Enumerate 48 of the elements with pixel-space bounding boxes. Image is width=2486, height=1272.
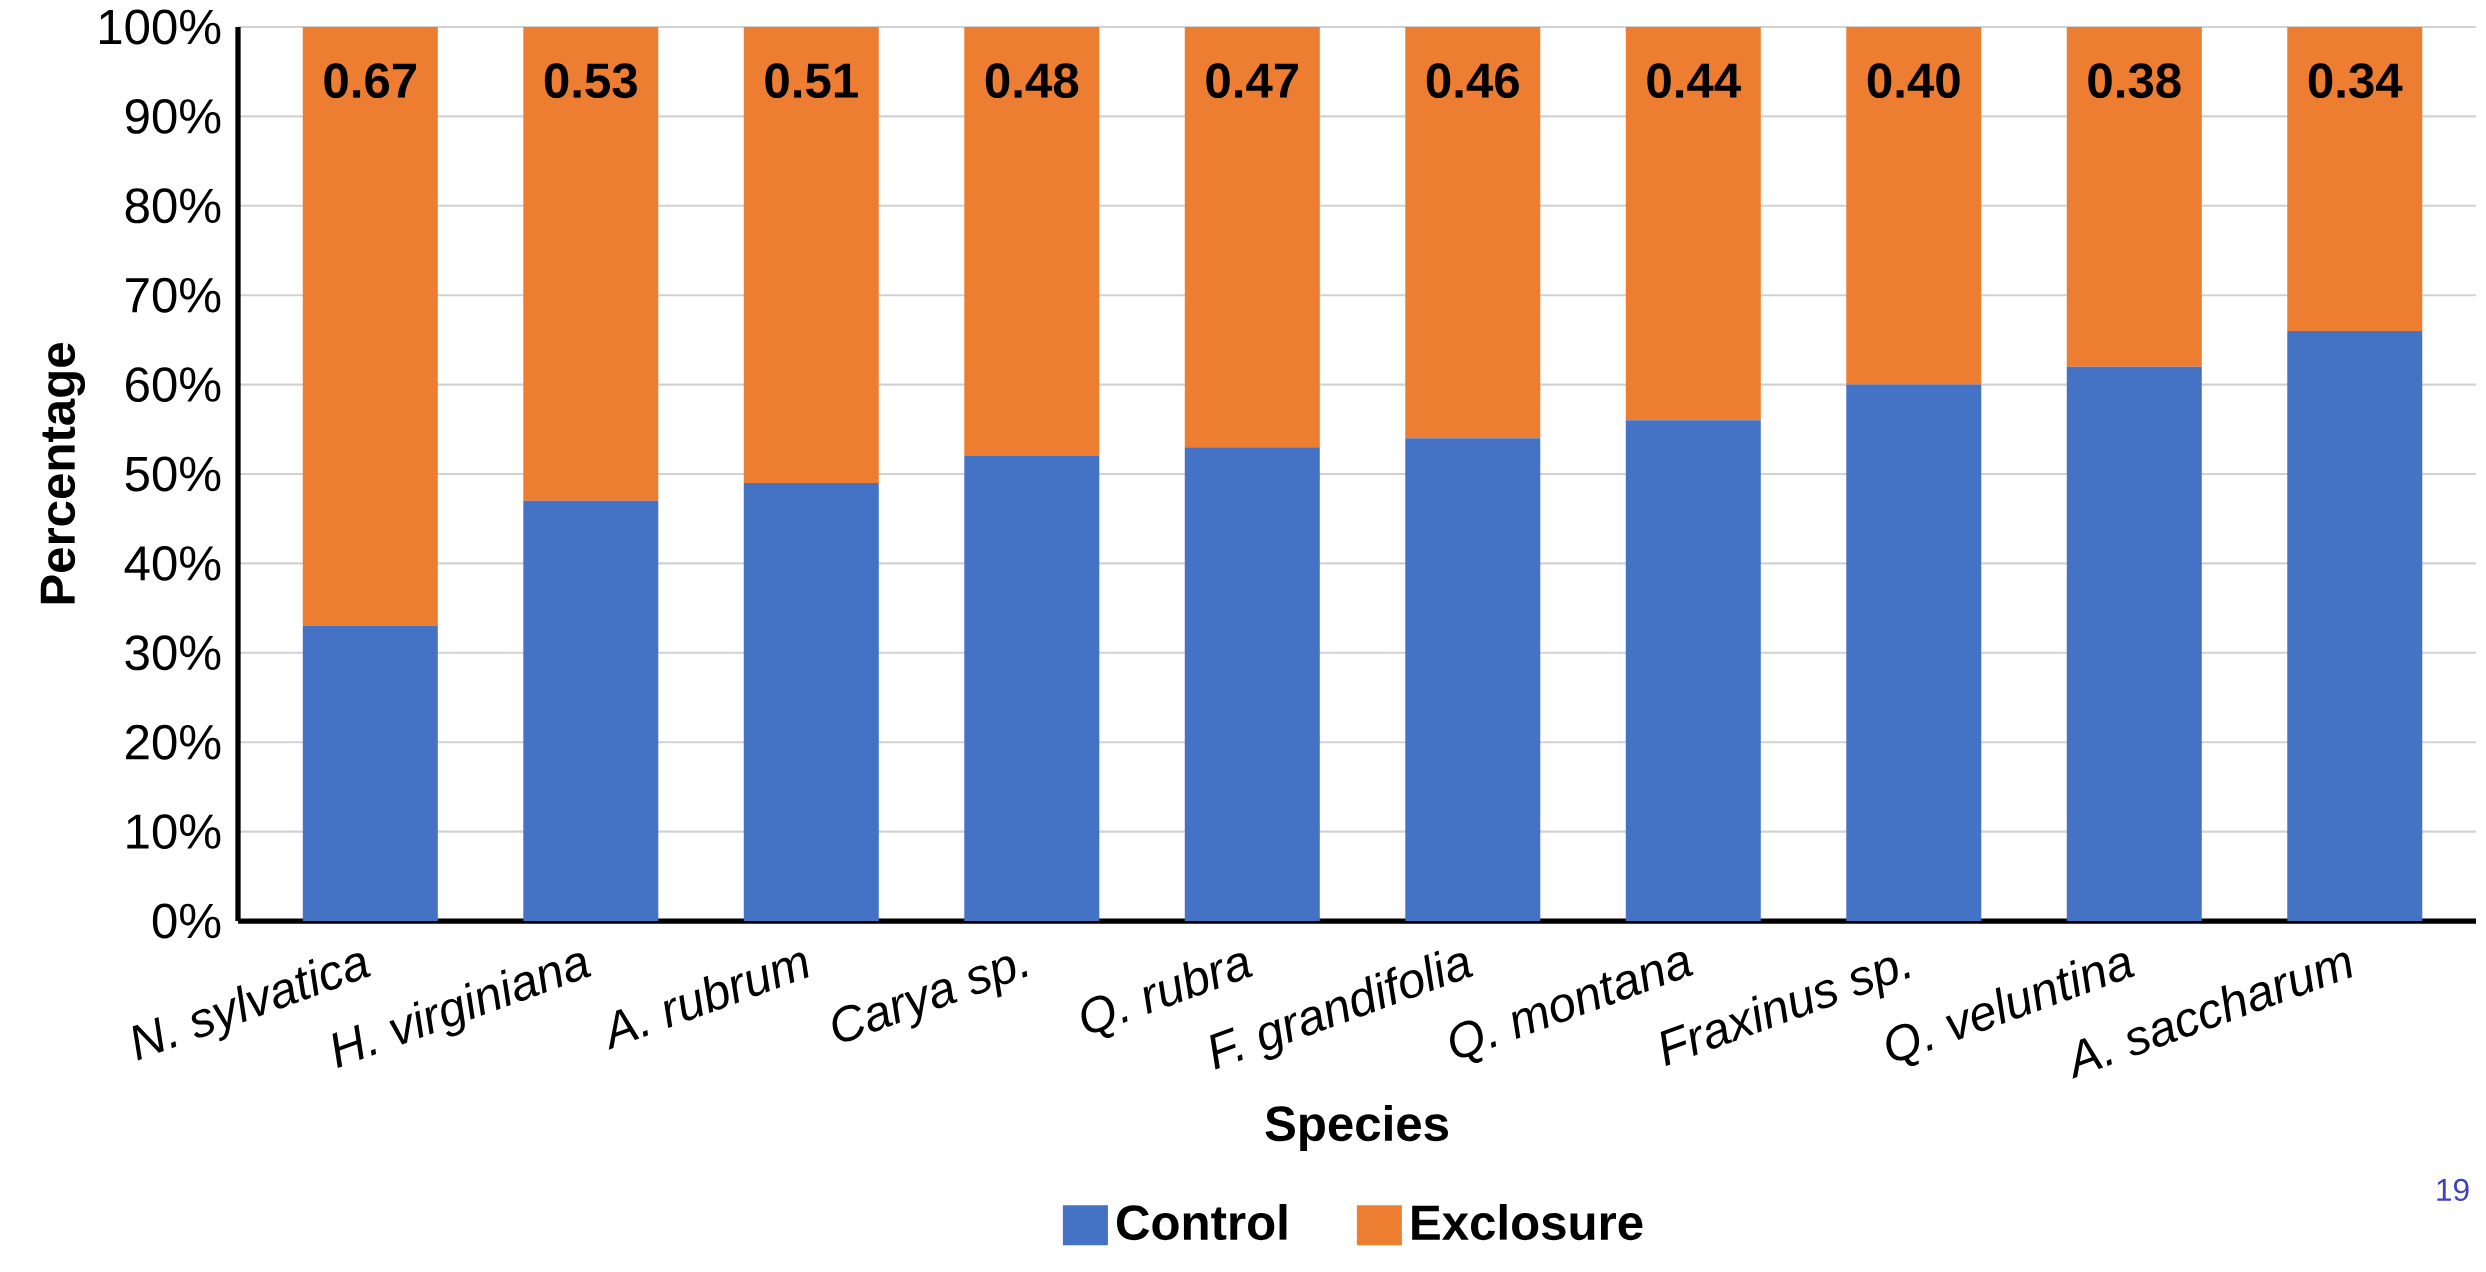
y-tick-label: 60% (126, 367, 221, 403)
data-label: 0.34 (2308, 63, 2403, 99)
bar (964, 456, 1100, 922)
bar (2287, 330, 2423, 922)
y-tick-label: 30% (125, 635, 221, 671)
bar (1846, 384, 1982, 922)
bar (1184, 27, 1320, 448)
bar (1184, 447, 1320, 922)
bar (302, 27, 438, 626)
y-tick-label: 10% (127, 814, 221, 850)
y-tick-label: 0% (152, 903, 221, 939)
data-label: 0.51 (765, 63, 858, 99)
bar (743, 27, 879, 483)
bar (523, 500, 659, 922)
y-tick-label: 90% (125, 98, 221, 134)
bar (302, 625, 438, 922)
data-label: 0.48 (985, 63, 1079, 99)
bar (2066, 366, 2202, 922)
data-label: 0.53 (544, 63, 637, 99)
y-tick-label: 40% (124, 545, 221, 581)
bar (964, 27, 1100, 457)
bar (2066, 27, 2202, 367)
data-label: 0.40 (1867, 63, 1960, 99)
bar (1405, 27, 1541, 439)
bar (743, 482, 879, 922)
data-label: 0.67 (324, 63, 416, 99)
bar (1846, 27, 1982, 385)
y-tick-label: 20% (126, 724, 221, 760)
bar (1405, 438, 1541, 922)
bar (1625, 420, 1761, 922)
y-tick-label: 50% (125, 456, 221, 492)
x-axis-title: Species (1265, 1105, 1449, 1151)
data-label: 0.38 (2088, 63, 2181, 99)
data-label: 0.46 (1426, 63, 1519, 99)
y-tick-label: 70% (126, 277, 221, 313)
data-label: 0.47 (1206, 63, 1298, 99)
y-tick-label: 80% (125, 188, 221, 224)
legend-label: Control (1116, 1203, 1287, 1241)
x-tick-label: A. rubrum (608, 952, 809, 1050)
y-axis-title: Percentage (40, 343, 86, 604)
bar (2287, 27, 2423, 331)
legend-label: Exclosure (1412, 1203, 1643, 1241)
text: 19 (2437, 1178, 2469, 1202)
bar (523, 27, 659, 501)
bar (1625, 27, 1761, 421)
x-tick-label: Carya sp. (832, 956, 1028, 1042)
data-label: 0.44 (1647, 63, 1741, 99)
y-tick-label: 100% (99, 9, 221, 45)
